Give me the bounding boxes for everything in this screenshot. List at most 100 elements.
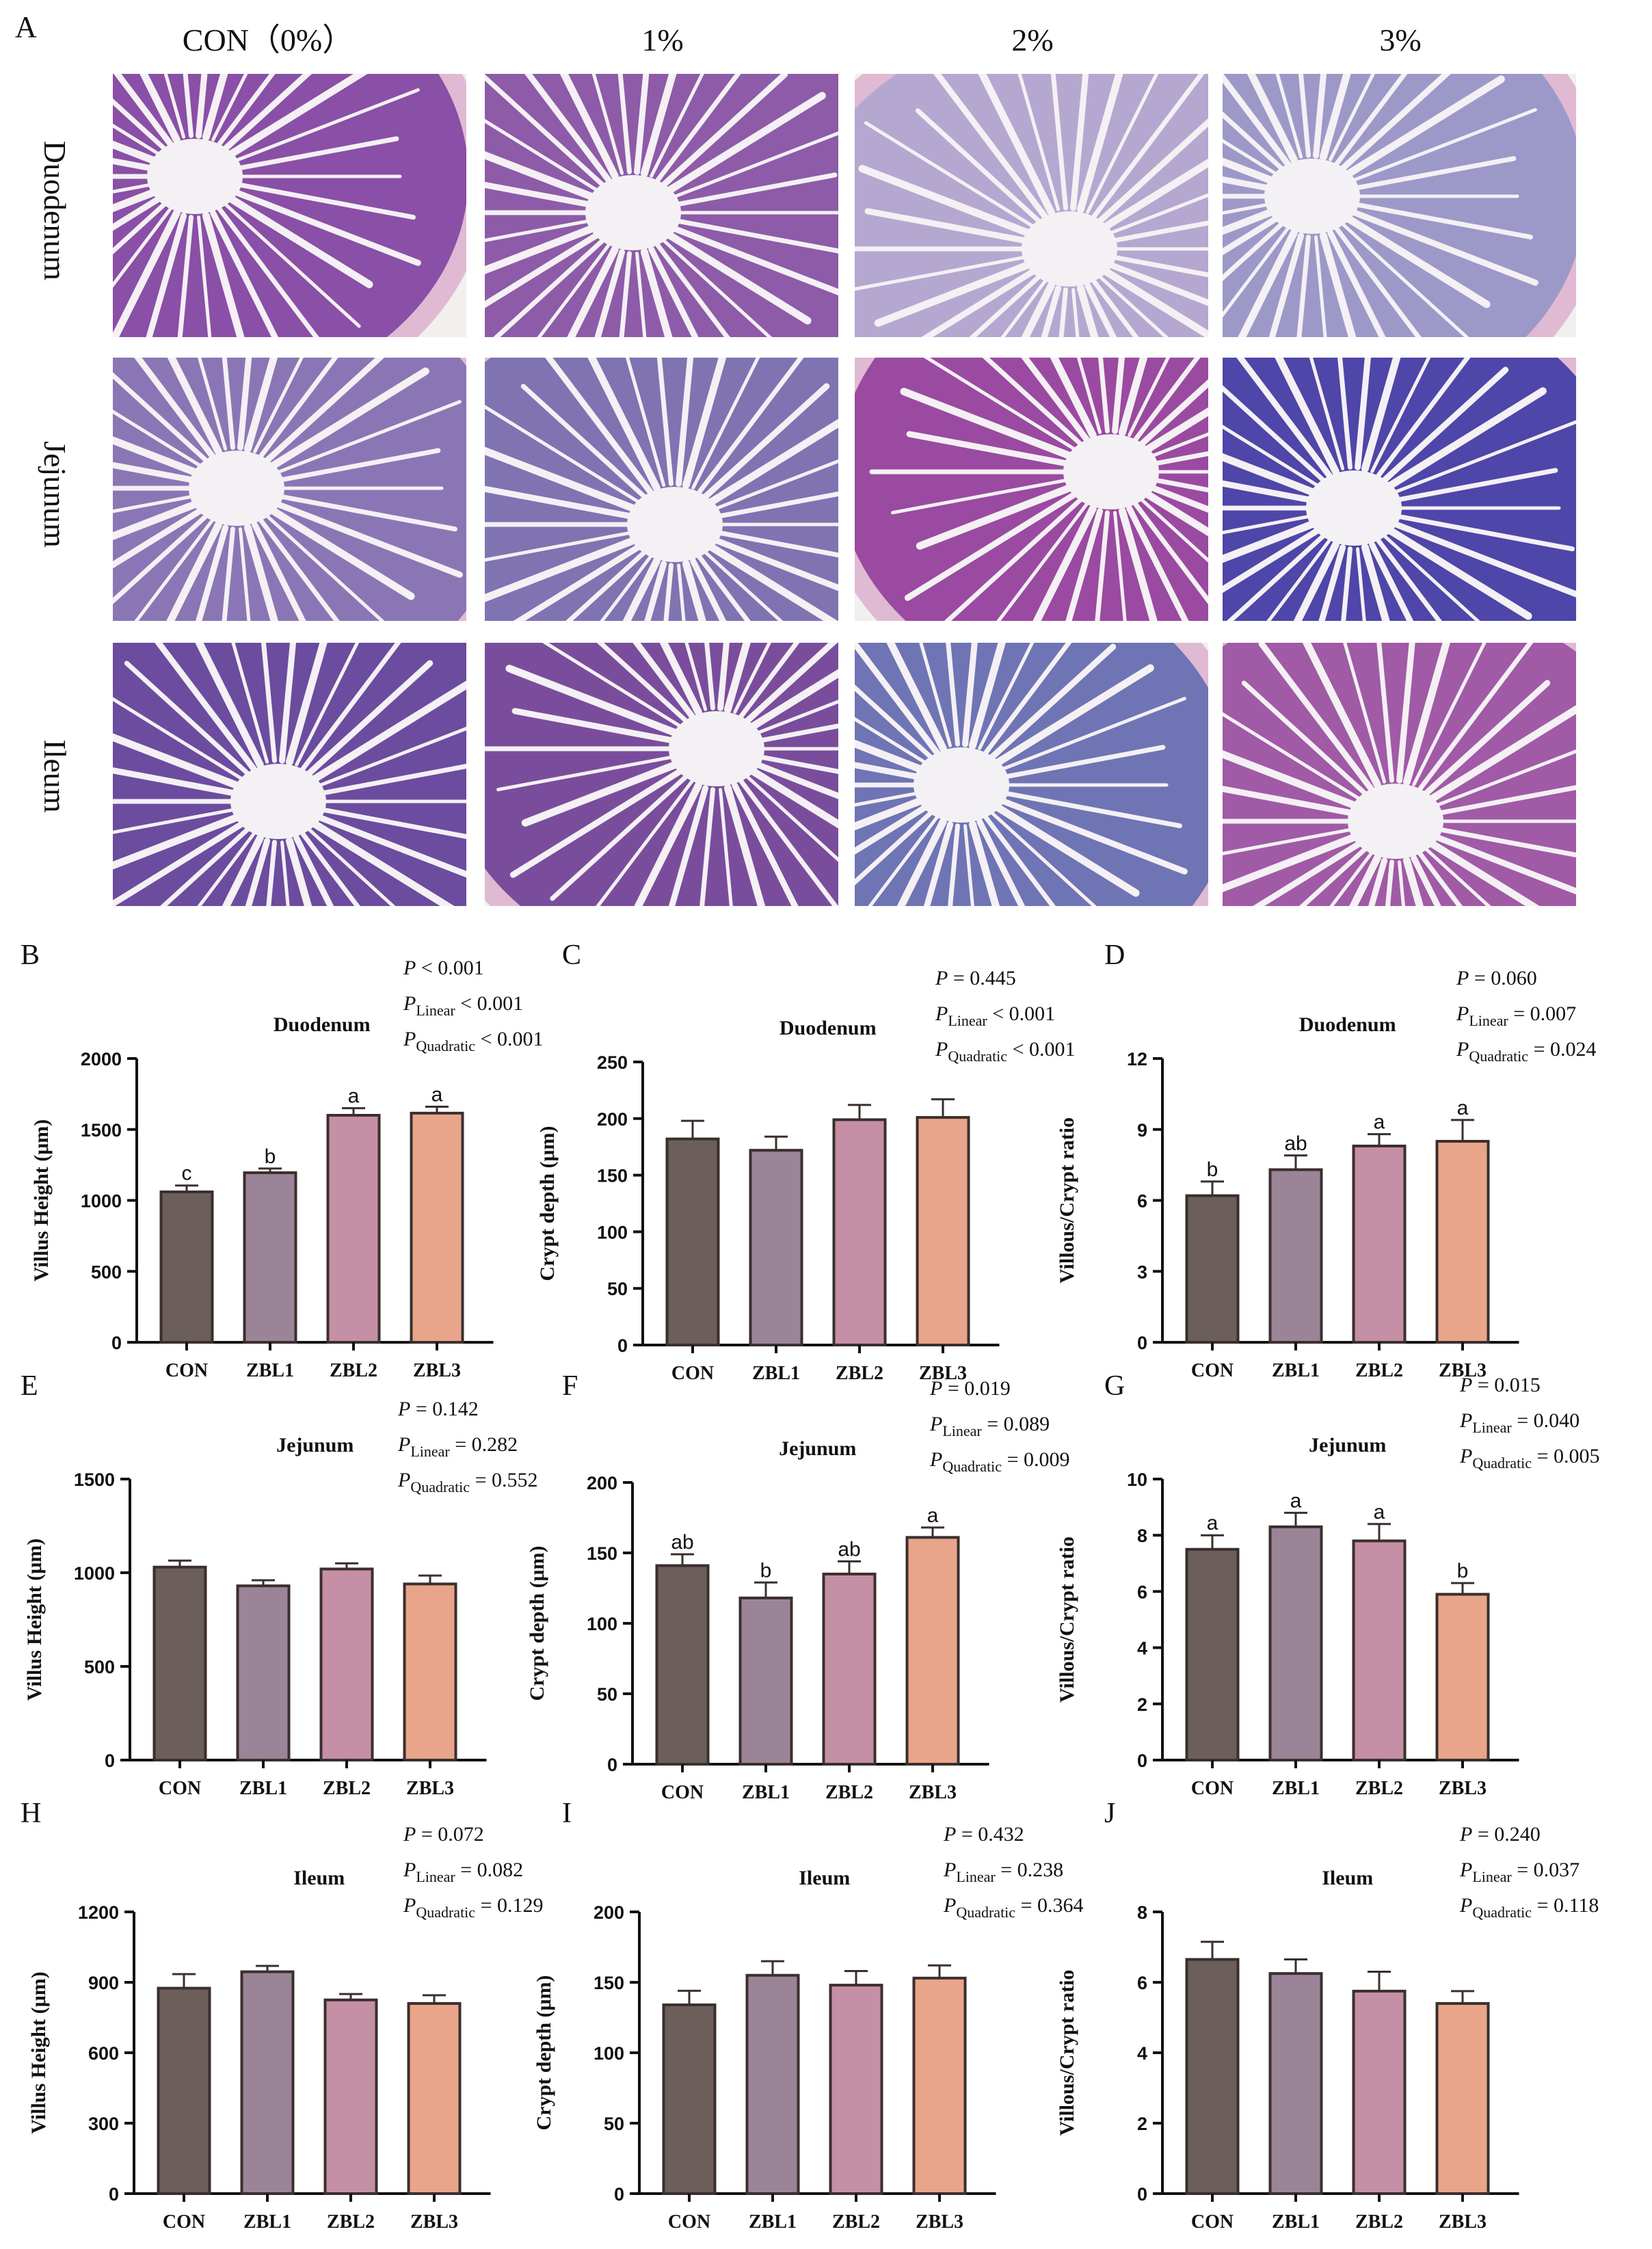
chart-j-y-tick-label: 8 xyxy=(1137,1902,1147,1923)
chart-c-bar-con xyxy=(665,1137,720,1347)
chart-c-title: Duodenum xyxy=(780,1017,877,1039)
chart-i-bar-con xyxy=(662,2003,717,2195)
chart-h-x-tick-label: ZBL1 xyxy=(243,2211,291,2233)
chart-i-y-tick-label: 0 xyxy=(614,2184,624,2205)
chart-d-y-axis-label: Villous/Crypt ratio xyxy=(1056,1117,1078,1283)
chart-b-significance-letter: c xyxy=(182,1162,192,1185)
chart-f-bar-zbl2 xyxy=(822,1572,877,1766)
chart-e-x-tick-label: ZBL3 xyxy=(406,1778,454,1799)
histology-image-ileum-1 xyxy=(485,643,838,906)
chart-j-x-tick-label: ZBL2 xyxy=(1355,2211,1403,2233)
chart-c-bar-zbl3 xyxy=(916,1116,970,1347)
chart-d-bar-zbl3 xyxy=(1435,1140,1490,1344)
chart-b-stat-0: P < 0.001 xyxy=(403,957,484,979)
chart-c-stat-1: PLinear < 0.001 xyxy=(935,1002,1055,1029)
chart-d-y-tick-label: 12 xyxy=(1127,1049,1147,1069)
chart-d-stat-1: PLinear = 0.007 xyxy=(1456,1002,1576,1029)
chart-j-y-axis-label: Villous/Crypt ratio xyxy=(1056,1969,1078,2135)
chart-g-bar-zbl3 xyxy=(1435,1593,1490,1762)
chart-g-significance-letter: a xyxy=(1374,1501,1385,1523)
chart-b-bar-zbl1 xyxy=(243,1171,297,1344)
chart-c-x-tick-label: CON xyxy=(671,1363,714,1384)
chart-h-stat-2: PQuadratic = 0.129 xyxy=(403,1894,543,1921)
chart-h-y-tick-label: 600 xyxy=(88,2043,119,2064)
chart-d-x-tick-label: ZBL3 xyxy=(1439,1360,1487,1381)
chart-i-stat-1: PLinear = 0.238 xyxy=(943,1859,1063,1885)
chart-d-panel-letter: D xyxy=(1104,940,1125,971)
histology-image-jejunum-0 xyxy=(113,358,466,621)
chart-d-title: Duodenum xyxy=(1299,1013,1396,1036)
chart-b-x-tick-label: CON xyxy=(165,1360,208,1381)
chart-g-title: Jejunum xyxy=(1309,1434,1386,1456)
chart-f-y-tick-label: 150 xyxy=(587,1543,617,1564)
chart-j-stat-0: P = 0.240 xyxy=(1459,1823,1541,1846)
chart-d-x-tick-label: CON xyxy=(1191,1360,1234,1381)
chart-f-y-tick-label: 100 xyxy=(587,1614,617,1634)
chart-h-stat-0: P = 0.072 xyxy=(403,1823,484,1846)
chart-f-bar-zbl3 xyxy=(905,1536,960,1766)
chart-g-x-tick-label: CON xyxy=(1191,1778,1234,1799)
chart-h-y-tick-label: 900 xyxy=(88,1973,119,1993)
chart-g-significance-letter: a xyxy=(1207,1512,1218,1534)
chart-i-y-tick-label: 50 xyxy=(604,2114,624,2134)
chart-f-significance-letter: b xyxy=(760,1559,772,1582)
chart-b-stat-2: PQuadratic < 0.001 xyxy=(403,1028,543,1054)
chart-c-stat-0: P = 0.445 xyxy=(935,967,1016,989)
chart-b-y-tick-label: 1500 xyxy=(81,1120,122,1141)
chart-f-x-tick-label: ZBL3 xyxy=(909,1782,957,1803)
chart-c-y-tick-label: 0 xyxy=(617,1335,628,1356)
chart-i-y-tick-label: 100 xyxy=(594,2043,624,2064)
chart-g-y-tick-label: 2 xyxy=(1137,1694,1147,1715)
chart-f-y-tick-label: 50 xyxy=(597,1684,617,1705)
chart-g-panel-letter: G xyxy=(1104,1370,1125,1402)
chart-i-y-axis-label: Crypt depth (μm) xyxy=(533,1975,555,2131)
histology-image-jejunum-2 xyxy=(855,358,1208,621)
chart-c-x-tick-label: ZBL3 xyxy=(919,1363,967,1384)
histology-image-ileum-3 xyxy=(1223,643,1576,906)
chart-e-y-axis-label: Villus Height (μm) xyxy=(23,1539,46,1701)
chart-i-x-tick-label: ZBL3 xyxy=(916,2211,963,2233)
chart-g-x-tick-label: ZBL2 xyxy=(1355,1778,1403,1799)
chart-e-y-tick-label: 0 xyxy=(105,1751,115,1771)
chart-h-y-tick-label: 0 xyxy=(109,2184,119,2205)
chart-g-x-tick-label: ZBL1 xyxy=(1272,1778,1320,1799)
chart-j-x-tick-label: ZBL1 xyxy=(1272,2211,1320,2233)
chart-c-y-tick-label: 250 xyxy=(597,1052,628,1073)
chart-b-significance-letter: a xyxy=(431,1084,443,1106)
chart-i-bar-zbl2 xyxy=(829,1984,883,2196)
chart-b-x-tick-label: ZBL2 xyxy=(330,1360,377,1381)
chart-e-y-tick-label: 1000 xyxy=(74,1563,115,1584)
chart-b-significance-letter: b xyxy=(265,1145,276,1168)
histology-image-jejunum-1 xyxy=(485,358,838,621)
chart-f-significance-letter: a xyxy=(927,1504,939,1527)
column-label-1pct: 1% xyxy=(641,23,684,57)
chart-d-y-tick-label: 3 xyxy=(1137,1262,1147,1282)
chart-h-x-tick-label: ZBL2 xyxy=(327,2211,375,2233)
chart-e-title: Jejunum xyxy=(276,1434,354,1456)
chart-g-significance-letter: b xyxy=(1457,1560,1469,1582)
chart-i-title: Ileum xyxy=(799,1867,850,1889)
chart-c-x-tick-label: ZBL1 xyxy=(752,1363,800,1384)
chart-e-bar-zbl1 xyxy=(236,1584,291,1761)
panel-letter-a: A xyxy=(15,10,37,44)
chart-d-significance-letter: ab xyxy=(1284,1132,1307,1155)
chart-c-y-axis-label: Crypt depth (μm) xyxy=(536,1126,559,1281)
chart-c-y-tick-label: 100 xyxy=(597,1222,628,1242)
chart-f-significance-letter: ab xyxy=(838,1538,860,1560)
chart-f-significance-letter: ab xyxy=(671,1531,693,1554)
chart-i-bar-zbl1 xyxy=(745,1973,800,2195)
chart-g-y-tick-label: 0 xyxy=(1137,1751,1147,1771)
chart-b-bar-zbl3 xyxy=(410,1111,464,1344)
chart-h-y-tick-label: 300 xyxy=(88,2114,119,2134)
chart-b-stat-1: PLinear < 0.001 xyxy=(403,992,523,1019)
chart-i-panel-letter: I xyxy=(562,1798,572,1829)
chart-e-x-tick-label: ZBL1 xyxy=(239,1778,287,1799)
chart-b-y-tick-label: 2000 xyxy=(81,1049,122,1069)
chart-h-bar-con xyxy=(157,1986,211,2195)
chart-e-x-tick-label: ZBL2 xyxy=(323,1778,371,1799)
chart-e-bar-zbl3 xyxy=(403,1582,457,1761)
chart-h-bar-zbl1 xyxy=(240,1970,295,2196)
chart-d-bar-zbl1 xyxy=(1268,1168,1323,1344)
chart-g-bar-zbl1 xyxy=(1268,1525,1323,1762)
